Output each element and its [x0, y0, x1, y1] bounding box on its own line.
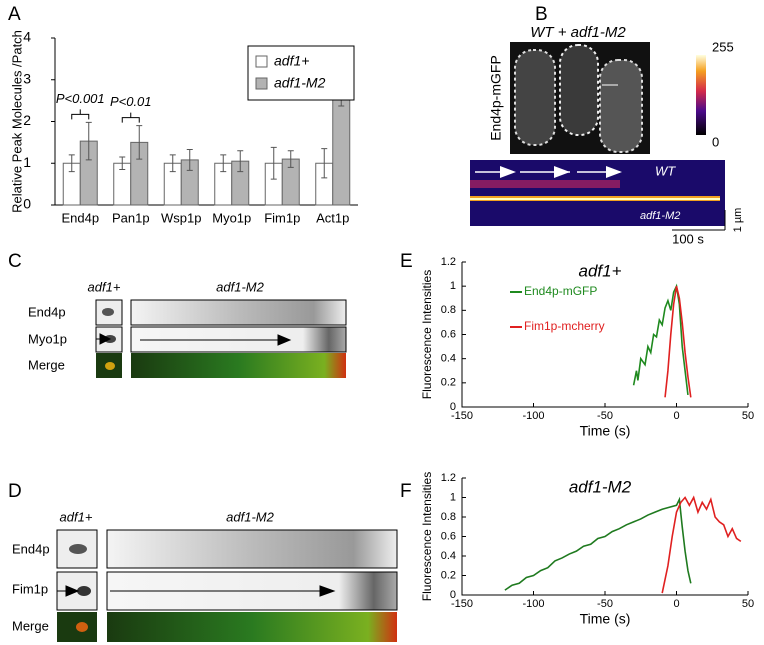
x-tick-label: -50 [597, 410, 613, 422]
column-title: adf1-M2 [226, 509, 274, 524]
x-tick-label: Myo1p [212, 210, 251, 225]
axis [461, 262, 748, 408]
y-tick-label: 0.6 [441, 530, 456, 542]
legend-label: adf1+ [274, 53, 309, 69]
bracket [71, 109, 90, 120]
column-title: adf1+ [88, 279, 121, 294]
panel-label: D [8, 481, 22, 502]
kymograph [470, 160, 725, 226]
image-title: WT + adf1-M2 [530, 24, 626, 41]
row-label: Fim1p [12, 581, 48, 596]
x-tick-label: 0 [673, 598, 679, 610]
bracket [121, 112, 140, 123]
error-bar [220, 154, 227, 173]
x-tick-label: -100 [522, 598, 544, 610]
panel-label: E [400, 251, 413, 272]
y-axis-label: Fluorescence Intensities [420, 270, 434, 399]
y-tick-label: 0 [450, 401, 456, 413]
x-tick-label: -100 [522, 410, 544, 422]
y-tick-label: 1 [450, 280, 456, 292]
legend-label: adf1-M2 [274, 75, 326, 91]
colorbar [696, 55, 706, 135]
colorbar-label: 0 [712, 134, 719, 149]
row-label: Merge [12, 618, 49, 633]
y-tick-label: 1.2 [441, 256, 456, 268]
y-tick-label: 0.8 [441, 511, 456, 523]
y-tick-label: 2 [23, 112, 31, 128]
x-tick-label: -150 [451, 410, 473, 422]
y-tick-label: 0.2 [441, 569, 456, 581]
chart-title: adf1-M2 [569, 477, 632, 496]
legend-label: End4p-mGFP [524, 284, 597, 298]
column-title: adf1-M2 [216, 279, 264, 294]
y-tick-label: 1 [23, 154, 31, 170]
data-line [632, 283, 689, 396]
x-tick-label: -50 [597, 598, 613, 610]
x-tick-label: -150 [451, 598, 473, 610]
legend-swatch [255, 77, 268, 90]
error-bar [85, 121, 92, 161]
x-tick-label: 50 [742, 410, 754, 422]
y-tick-label: 0 [23, 196, 31, 212]
y-tick-label: 0 [450, 589, 456, 601]
x-tick-label: Act1p [316, 210, 349, 225]
scale-label: 1 µm [732, 208, 744, 233]
row-label: End4p [12, 541, 50, 556]
colorbar-label: 255 [712, 39, 734, 54]
cell-image [510, 42, 650, 154]
y-tick-label: 0.6 [441, 328, 456, 340]
data-line [664, 285, 692, 398]
y-tick-label: 3 [23, 70, 31, 86]
y-axis-label: Relative Peak Molecules /Patch [9, 30, 24, 213]
y-tick-label: 4 [23, 29, 31, 45]
y-tick-label: 1 [450, 491, 456, 503]
data-line [504, 496, 692, 591]
x-axis-label: Time (s) [580, 611, 631, 627]
panel-label: F [400, 481, 412, 502]
error-bar [136, 125, 143, 160]
row-label: Merge [28, 357, 65, 372]
chart-title: adf1+ [578, 261, 621, 280]
y-tick-label: 1.2 [441, 472, 456, 484]
scale-label: 100 s [672, 231, 704, 246]
y-tick-label: 0.4 [441, 550, 456, 562]
error-bar [186, 148, 193, 171]
error-bar [169, 154, 176, 173]
x-axis-label: Time (s) [580, 423, 631, 439]
legend-swatch [255, 55, 268, 68]
x-tick-label: Fim1p [264, 210, 300, 225]
legend-box [247, 45, 355, 101]
panel-label: A [8, 4, 21, 25]
kymo-label: adf1-M2 [640, 210, 680, 222]
kymo-label: WT [655, 163, 676, 178]
error-bar [287, 150, 294, 168]
y-tick-label: 0.4 [441, 353, 456, 365]
panel-label: B [535, 4, 548, 25]
annotation: P<0.01 [110, 94, 152, 109]
row-label: Myo1p [28, 331, 67, 346]
kymograph [56, 529, 398, 642]
row-label: End4p [28, 304, 66, 319]
error-bar [237, 150, 244, 173]
channel-label: End4p-mGFP [488, 55, 504, 141]
data-line [661, 495, 742, 594]
legend-label: Fim1p-mcherry [524, 319, 605, 333]
column-title: adf1+ [60, 509, 93, 524]
x-tick-label: Wsp1p [161, 210, 201, 225]
error-bar [270, 146, 277, 180]
x-tick-label: 50 [742, 598, 754, 610]
error-bar [119, 156, 126, 171]
panel-label: C [8, 251, 22, 272]
x-tick-label: Pan1p [112, 210, 150, 225]
y-tick-label: 0.8 [441, 304, 456, 316]
x-tick-label: 0 [673, 410, 679, 422]
error-bar [321, 148, 328, 179]
x-tick-label: End4p [61, 210, 99, 225]
y-axis-label: Fluorescence Intensities [420, 472, 434, 601]
error-bar [68, 154, 75, 173]
annotation: P<0.001 [56, 91, 105, 106]
kymograph [95, 299, 347, 378]
y-tick-label: 0.2 [441, 377, 456, 389]
